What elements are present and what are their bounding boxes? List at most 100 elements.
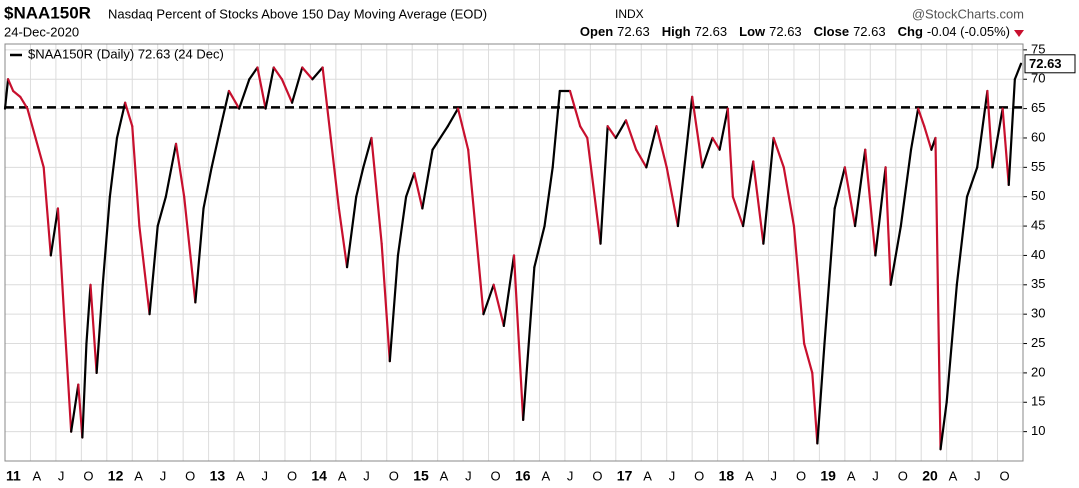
date: 24-Dec-2020	[4, 24, 79, 39]
line-segment	[512, 254, 525, 421]
line-segment	[131, 125, 141, 228]
line-segment	[965, 166, 979, 198]
line-segment	[976, 89, 989, 169]
line-segment	[782, 166, 796, 228]
line-segment	[81, 342, 88, 439]
line-segment	[741, 160, 755, 228]
line-segment	[148, 224, 159, 316]
line-segment	[502, 254, 516, 328]
line-segment	[711, 136, 721, 151]
x-tick-label: A	[440, 468, 449, 483]
line-segment	[138, 224, 151, 316]
x-tick-label: J	[58, 468, 65, 483]
line-segment	[272, 66, 283, 81]
line-segment	[183, 195, 197, 304]
x-tick-label: 19	[820, 468, 836, 484]
x-tick-label: O	[796, 468, 806, 483]
line-segment	[599, 125, 609, 245]
line-segment	[355, 166, 365, 198]
line-segment	[522, 266, 536, 421]
x-tick-label: A	[541, 468, 550, 483]
line-segment	[482, 283, 495, 316]
plot-frame	[4, 43, 1024, 462]
chart-title: Nasdaq Percent of Stocks Above 150 Day M…	[108, 6, 487, 21]
line-segment	[115, 101, 127, 140]
line-segment	[665, 166, 679, 228]
line-segment	[337, 207, 349, 269]
line-segment	[889, 224, 902, 286]
line-segment	[404, 172, 416, 198]
line-segment	[939, 401, 948, 451]
x-tick-label: O	[185, 468, 195, 483]
line-segment	[227, 89, 241, 110]
x-tick-label: A	[134, 468, 143, 483]
y-tick-label: 30	[1031, 306, 1045, 321]
line-segment	[446, 107, 460, 128]
x-tick-label: 11	[6, 468, 21, 484]
line-segment	[19, 95, 29, 110]
quote-value: 72.63	[617, 24, 650, 39]
x-tick-label: O	[898, 468, 908, 483]
line-segment	[843, 166, 857, 228]
y-tick-label: 10	[1031, 423, 1045, 438]
line-segment	[280, 78, 294, 104]
line-segment	[42, 166, 52, 257]
source: @StockCharts.com	[912, 6, 1024, 21]
line-segment	[421, 148, 434, 210]
line-segment	[923, 125, 933, 151]
line-segment	[551, 89, 561, 169]
quote-label: Close	[814, 24, 849, 39]
x-tick-label: 17	[617, 468, 633, 484]
line-segment	[124, 101, 134, 128]
y-tick-label: 55	[1031, 159, 1045, 174]
line-segment	[579, 125, 589, 140]
line-segment	[752, 160, 765, 245]
line-segment	[917, 107, 926, 128]
symbol: $NAA150R	[4, 3, 91, 22]
line-segment	[823, 207, 836, 345]
line-segment	[467, 148, 477, 228]
line-segment	[945, 283, 958, 404]
x-tick-label: 14	[311, 468, 327, 484]
line-segment	[624, 119, 638, 151]
exchange: INDX	[615, 7, 644, 21]
line-segment	[95, 283, 104, 375]
x-tick-label: O	[287, 468, 297, 483]
line-segment	[955, 195, 969, 286]
x-tick-label: J	[363, 468, 370, 483]
down-arrow	[1014, 30, 1024, 37]
quote-value: 72.63	[769, 24, 802, 39]
line-segment	[108, 136, 119, 198]
x-tick-label: J	[872, 468, 879, 483]
line-segment	[543, 166, 554, 228]
line-segment	[370, 136, 383, 245]
line-segment	[290, 66, 304, 104]
line-segment	[986, 89, 994, 169]
y-tick-label: 15	[1031, 394, 1045, 409]
line-segment	[731, 195, 745, 228]
line-segment	[492, 283, 505, 328]
line-segment	[762, 136, 775, 245]
line-segment	[388, 254, 400, 363]
line-segment	[853, 148, 867, 228]
x-tick-label: J	[465, 468, 472, 483]
line-segment	[691, 95, 704, 169]
y-tick-label: 50	[1031, 188, 1045, 203]
line-segment	[606, 125, 617, 140]
line-segment	[803, 342, 814, 375]
line-segment	[164, 142, 178, 198]
quote: Open 72.63 High 72.63 Low 72.63 Close 72.63 Chg -…	[580, 24, 1010, 39]
line-segment	[396, 195, 408, 257]
x-tick-label: A	[847, 468, 856, 483]
line-segment	[156, 195, 167, 228]
x-tick-label: O	[1000, 468, 1010, 483]
x-tick-label: A	[236, 468, 245, 483]
line-segment	[792, 224, 806, 345]
x-tick-label: A	[338, 468, 347, 483]
line-segment	[301, 66, 314, 81]
x-tick-label: 16	[515, 468, 531, 484]
line-segment	[811, 371, 819, 445]
y-tick-label: 60	[1031, 129, 1045, 144]
y-tick-label: 35	[1031, 276, 1045, 291]
line-segment	[56, 207, 66, 316]
